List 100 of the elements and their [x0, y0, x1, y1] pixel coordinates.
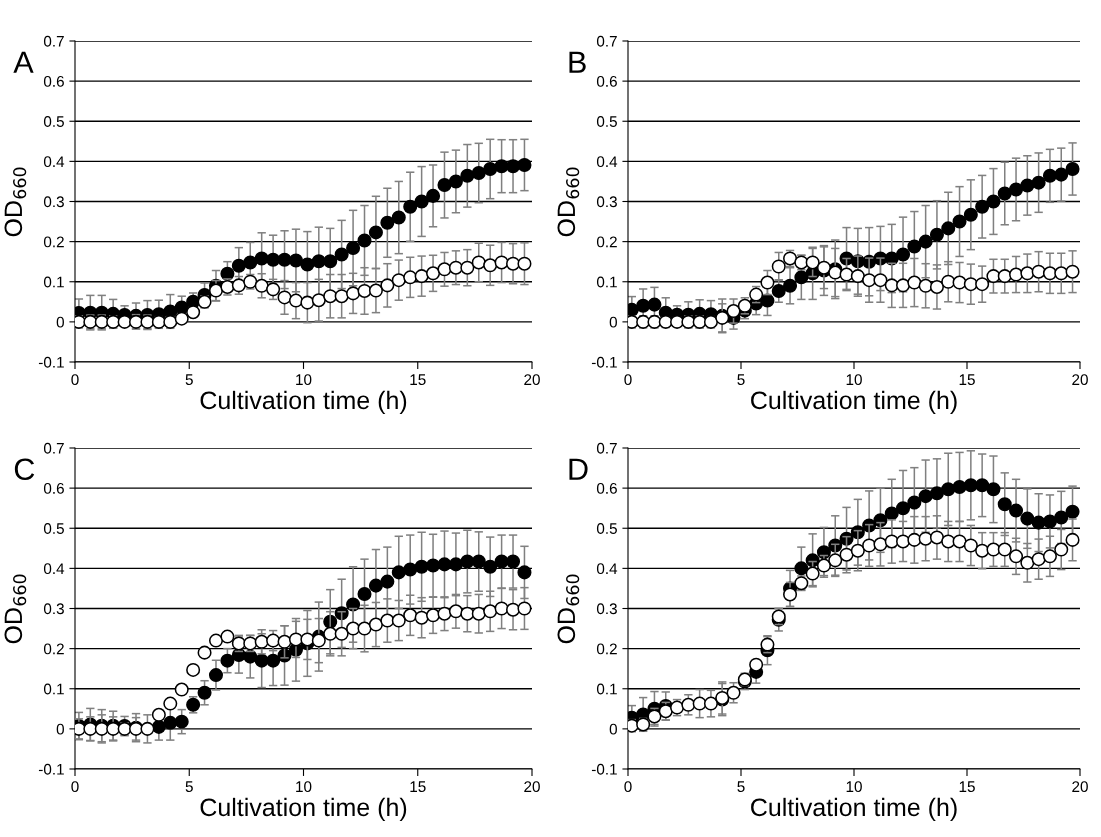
point — [1054, 266, 1069, 281]
point — [231, 258, 246, 273]
x-axis-title: Cultivation time (h) — [200, 797, 407, 822]
point — [986, 194, 1001, 209]
point — [357, 233, 372, 248]
point — [334, 247, 349, 262]
point — [794, 561, 809, 576]
point — [494, 159, 509, 174]
y-tick-label: 0.6 — [596, 75, 617, 87]
y-tick-label: 0.6 — [596, 482, 617, 494]
point — [288, 293, 303, 308]
y-axis-title: OD$_{660}$ — [4, 574, 27, 644]
point — [414, 610, 429, 625]
point — [471, 255, 486, 270]
point — [448, 174, 463, 189]
point — [862, 538, 877, 553]
point — [749, 657, 764, 672]
point — [117, 314, 132, 329]
y-tick-label: 0.1 — [596, 683, 617, 695]
point — [1042, 266, 1057, 281]
point — [839, 547, 854, 562]
x-tick-label: 15 — [410, 374, 426, 386]
point — [1031, 175, 1046, 190]
point — [346, 621, 361, 636]
point — [907, 275, 922, 290]
point — [1065, 504, 1080, 519]
point — [1009, 267, 1024, 282]
y-tick-label: 0.7 — [43, 442, 64, 454]
point — [506, 602, 521, 617]
x-tick-label: 5 — [737, 374, 745, 386]
point — [220, 629, 235, 644]
y-tick-label: 0.1 — [43, 683, 64, 695]
y-tick-label: 0.1 — [596, 276, 617, 288]
point — [448, 604, 463, 619]
point — [1031, 552, 1046, 567]
point — [1042, 514, 1057, 529]
x-tick-label: 20 — [524, 781, 540, 793]
point — [437, 606, 452, 621]
y-tick-label: 0.5 — [43, 523, 64, 534]
y-tick-label: 0.1 — [43, 276, 64, 288]
point — [414, 269, 429, 284]
point — [918, 531, 933, 546]
y-tick-label: -0.1 — [591, 763, 617, 775]
point — [918, 489, 933, 504]
point — [460, 168, 475, 183]
y-tick-label: 0.6 — [43, 75, 64, 87]
point — [783, 587, 798, 602]
point — [805, 566, 820, 581]
point — [186, 305, 201, 320]
point — [963, 277, 978, 292]
y-tick-label: 0.5 — [43, 116, 64, 127]
point — [334, 289, 349, 304]
point — [997, 542, 1012, 557]
point — [346, 241, 361, 256]
point — [1009, 503, 1024, 518]
point — [1020, 555, 1035, 570]
point — [437, 262, 452, 277]
point — [311, 254, 326, 269]
point — [426, 188, 441, 203]
point — [288, 253, 303, 268]
point — [517, 256, 532, 271]
x-tick-label: 20 — [524, 374, 540, 386]
point — [783, 278, 798, 293]
point — [907, 532, 922, 547]
point — [850, 269, 865, 284]
point — [1065, 264, 1080, 279]
point — [952, 534, 967, 549]
x-tick-label: 0 — [71, 374, 79, 386]
point — [208, 633, 223, 648]
point — [873, 537, 888, 552]
point — [1009, 549, 1024, 564]
point — [873, 273, 888, 288]
point — [288, 632, 303, 647]
point — [380, 215, 395, 230]
point — [941, 221, 956, 236]
point — [357, 283, 372, 298]
point — [437, 178, 452, 193]
point — [805, 255, 820, 270]
point — [884, 534, 899, 549]
point — [929, 279, 944, 294]
point — [174, 714, 189, 729]
point — [174, 311, 189, 326]
point — [426, 266, 441, 281]
y-tick-label: 0 — [609, 723, 617, 735]
point — [471, 165, 486, 181]
y-tick-label: 0.5 — [596, 523, 617, 534]
point — [636, 298, 651, 313]
y-tick-label: 0 — [609, 316, 617, 328]
point — [506, 554, 521, 569]
point — [368, 225, 383, 240]
y-tick-label: 0.3 — [43, 196, 64, 208]
y-tick-label: -0.1 — [591, 356, 617, 368]
y-tick-label: 0.3 — [596, 196, 617, 208]
x-tick-label: 10 — [296, 374, 312, 386]
point — [726, 304, 741, 319]
point — [186, 662, 201, 677]
point — [517, 157, 532, 173]
y-tick-label: 0 — [56, 316, 64, 328]
y-tick-label: 0 — [56, 723, 64, 735]
point — [907, 239, 922, 254]
